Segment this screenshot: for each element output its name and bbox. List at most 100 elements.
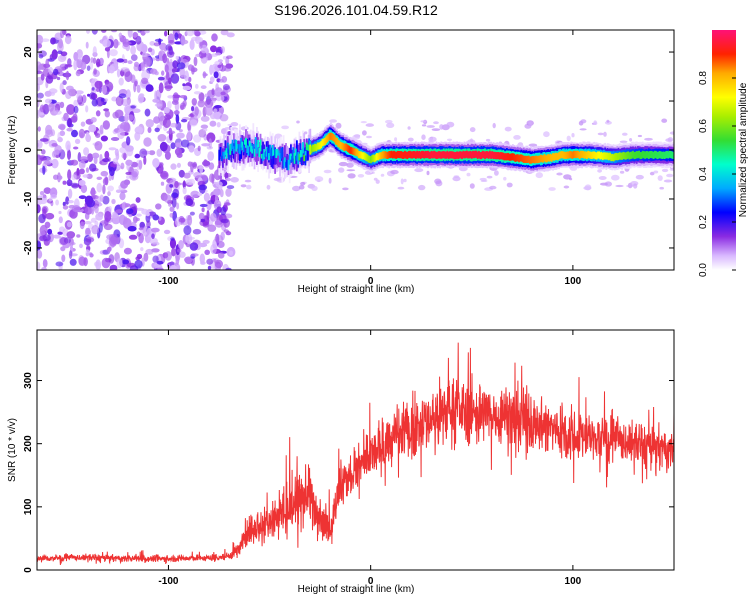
noise-blob — [221, 128, 227, 135]
noise-blob — [193, 171, 203, 179]
noise-blob — [58, 210, 62, 215]
x-tick-label: 0 — [368, 576, 374, 587]
noise-blob — [205, 104, 213, 116]
noise-blob — [102, 195, 110, 205]
noise-blob — [42, 206, 48, 214]
noise-blob — [118, 77, 124, 86]
noise-blob — [70, 159, 79, 166]
ridge-cell — [309, 144, 312, 155]
noise-blob — [45, 212, 55, 220]
noise-blob — [200, 115, 210, 122]
ridge-cell — [384, 151, 387, 159]
noise-blob — [207, 200, 215, 205]
noise-blob — [244, 179, 252, 183]
colorbar: 0.0 0.2 0.4 0.6 0.8 Normalized spectral ampl… — [698, 30, 749, 277]
noise-blob — [220, 30, 229, 36]
ridge-cell — [590, 151, 593, 159]
ridge-cell — [594, 152, 597, 160]
noise-blob — [637, 134, 643, 138]
noise-blob — [229, 250, 234, 256]
noise-blob — [629, 138, 633, 142]
noise-blob — [211, 99, 216, 103]
noise-blob — [42, 165, 46, 175]
noise-blob — [506, 182, 513, 188]
ridge-cell — [237, 144, 240, 154]
ridge-cell — [580, 150, 582, 158]
ridge-cell — [406, 152, 409, 160]
noise-blob — [77, 152, 82, 162]
noise-blob — [122, 259, 130, 265]
noise-blob — [147, 47, 153, 53]
noise-blob — [109, 264, 118, 270]
noise-blob — [135, 217, 140, 222]
noise-blob — [174, 147, 182, 156]
noise-blob — [91, 87, 95, 91]
noise-blob — [447, 138, 452, 141]
noise-blob — [426, 170, 430, 176]
noise-blob — [73, 59, 78, 71]
noise-blob — [215, 181, 223, 188]
ridge-cell — [584, 151, 587, 159]
ridge-cell — [531, 156, 534, 164]
noise-blob — [198, 212, 205, 221]
noise-blob — [171, 197, 177, 208]
noise-blob — [136, 253, 143, 260]
noise-blob — [338, 167, 345, 173]
ridge-cell — [480, 152, 483, 160]
ridge-cell — [262, 153, 264, 161]
noise-blob — [240, 184, 247, 188]
noise-blob — [178, 169, 185, 178]
noise-blob — [154, 103, 162, 107]
y-tick-label: 0 — [23, 147, 34, 153]
noise-blob — [169, 212, 174, 218]
noise-blob — [57, 231, 63, 235]
ridge-cell — [576, 150, 579, 158]
ridge-cell — [455, 152, 457, 160]
noise-blob — [204, 249, 210, 255]
noise-blob — [41, 149, 46, 155]
ridge-cell — [394, 151, 397, 159]
ridge-cell — [296, 140, 298, 161]
noise-blob — [54, 145, 62, 154]
ridge-cell — [333, 135, 336, 143]
noise-blob — [109, 166, 115, 177]
ridge-cell — [522, 155, 525, 163]
ridge-cell — [635, 151, 638, 159]
noise-blob — [66, 179, 73, 187]
ridge-cell — [367, 155, 370, 163]
ridge-cell — [347, 144, 349, 152]
ridge-cell — [518, 155, 520, 163]
ridge-cell — [316, 142, 319, 150]
ridge-cell — [382, 151, 385, 159]
ridge-cell — [498, 152, 501, 160]
noise-blob — [669, 131, 674, 135]
ridge-cell — [512, 153, 514, 161]
noise-blob — [77, 96, 82, 103]
ridge-cell — [407, 151, 410, 159]
ridge-cell — [343, 144, 346, 152]
noise-blob — [176, 62, 186, 70]
ridge-cell — [410, 151, 412, 159]
noise-blob — [179, 251, 186, 258]
noise-blob — [217, 64, 222, 69]
noise-blob — [38, 50, 47, 57]
noise-blob — [134, 131, 141, 141]
x-tick-label: -100 — [158, 576, 178, 587]
noise-blob — [199, 253, 205, 264]
noise-blob — [130, 45, 137, 55]
ridge-cell — [504, 153, 507, 161]
noise-blob — [58, 175, 63, 180]
noise-blob — [158, 111, 164, 122]
noise-blob — [145, 119, 154, 128]
ridge-cell — [588, 151, 591, 159]
noise-blob — [466, 172, 471, 177]
noise-blob — [74, 138, 81, 144]
noise-blob — [110, 137, 120, 141]
ridge-cell — [492, 152, 495, 160]
noise-blob — [210, 244, 217, 255]
ridge-cell — [464, 151, 467, 159]
noise-blob — [225, 188, 232, 197]
noise-blob — [198, 242, 208, 248]
ridge-cell — [240, 141, 243, 159]
noise-blob — [346, 162, 354, 168]
